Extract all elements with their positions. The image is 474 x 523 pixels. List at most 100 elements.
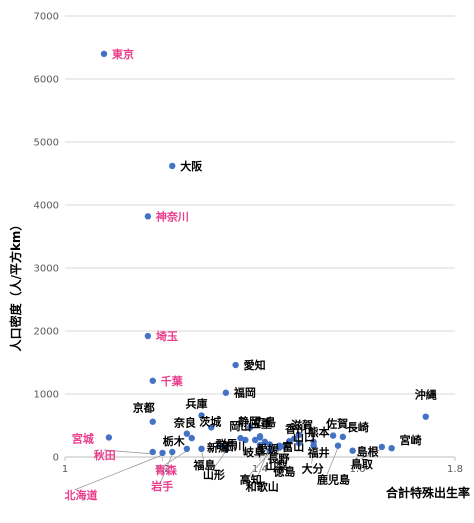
point-label: 鹿児島 bbox=[317, 473, 350, 487]
data-point bbox=[149, 377, 156, 384]
point-label: 埼玉 bbox=[156, 329, 178, 343]
leader-line bbox=[212, 451, 227, 470]
data-point bbox=[100, 50, 108, 57]
point-label: 愛知 bbox=[244, 358, 266, 372]
data-point bbox=[159, 449, 166, 457]
leader-lines bbox=[74, 446, 383, 491]
data-point bbox=[242, 436, 249, 444]
data-point bbox=[222, 446, 230, 453]
point-label: 京都 bbox=[133, 401, 155, 415]
data-point bbox=[295, 431, 303, 439]
data-point bbox=[422, 413, 429, 420]
point-label: 岡山 bbox=[229, 419, 251, 433]
x-tick-label: 1.8 bbox=[447, 464, 463, 475]
point-label: 北海道 bbox=[65, 488, 98, 502]
x-tick-label: 1 bbox=[62, 464, 68, 475]
point-label: 島根 bbox=[357, 445, 380, 459]
leader-line bbox=[311, 447, 315, 464]
point-labels: 東京大阪神奈川埼玉愛知千葉福岡兵庫 京都茨城 静岡 滋賀 奈良 三重 香川 佐賀長崎 沖縄岡山広… bbox=[65, 47, 437, 502]
data-point bbox=[149, 418, 156, 425]
data-point bbox=[188, 434, 195, 442]
leader-line bbox=[249, 452, 271, 475]
point-label: 三重 bbox=[250, 416, 272, 430]
data-point bbox=[339, 433, 347, 441]
data-point bbox=[144, 332, 152, 340]
data-point bbox=[105, 434, 113, 441]
point-label: 滋賀 bbox=[291, 418, 313, 432]
point-label: 熊本 bbox=[308, 425, 330, 439]
point-label: 新潟 bbox=[207, 441, 229, 455]
data-point bbox=[217, 442, 225, 449]
point-label: 石川 bbox=[222, 440, 245, 453]
data-point bbox=[222, 389, 230, 396]
leader-line bbox=[326, 447, 339, 475]
data-point bbox=[144, 213, 152, 220]
leader-line bbox=[160, 453, 173, 482]
point-label: 千葉 bbox=[161, 374, 184, 388]
data-point bbox=[295, 439, 303, 447]
y-tick-label: 1000 bbox=[34, 390, 59, 401]
data-point bbox=[169, 448, 176, 456]
leader-line bbox=[201, 450, 204, 460]
data-point bbox=[281, 443, 288, 450]
point-label: 宮城 bbox=[72, 431, 94, 445]
point-label: 福岡 bbox=[233, 386, 256, 400]
data-point bbox=[310, 442, 317, 449]
data-point bbox=[329, 432, 337, 439]
data-point bbox=[169, 162, 176, 170]
leader-line bbox=[360, 448, 383, 460]
point-label: 山口 bbox=[293, 430, 315, 444]
data-points bbox=[100, 50, 429, 457]
data-point bbox=[198, 412, 205, 419]
point-label: 神奈川 bbox=[156, 209, 189, 223]
data-point bbox=[261, 438, 269, 446]
leader-line bbox=[74, 454, 163, 491]
point-label: 富山 bbox=[282, 439, 304, 453]
data-point bbox=[266, 447, 273, 454]
point-label: 岩手 bbox=[150, 479, 173, 493]
point-label: 栃木 bbox=[163, 434, 186, 448]
point-label: 長崎 bbox=[347, 420, 369, 434]
data-point bbox=[266, 441, 273, 448]
point-label: 愛媛 bbox=[257, 442, 280, 456]
data-point bbox=[232, 361, 239, 369]
y-tick-label: 2000 bbox=[34, 327, 59, 338]
point-label: 宮崎 bbox=[400, 433, 422, 447]
data-point bbox=[237, 434, 244, 442]
point-label: 鳥取 bbox=[351, 457, 373, 471]
point-label: 沖縄 bbox=[415, 388, 437, 402]
data-point bbox=[247, 424, 254, 431]
data-point bbox=[256, 433, 264, 440]
x-tick-label: 1.6 bbox=[350, 464, 366, 475]
tick-labels: 0 1000 2000 3000 4000 5000 6000 7000 1 1.2 1.4 1.6 1… bbox=[34, 12, 463, 476]
y-tick-label: 4000 bbox=[34, 201, 59, 212]
leader-line bbox=[103, 449, 153, 455]
point-label: 福井 bbox=[307, 446, 330, 460]
point-label: 大阪 bbox=[180, 159, 203, 173]
data-point bbox=[334, 442, 342, 449]
data-point bbox=[208, 424, 215, 431]
point-label: 東京 bbox=[112, 47, 134, 61]
point-label: 長野 bbox=[268, 453, 290, 466]
point-label: 徳島 bbox=[272, 464, 295, 478]
point-label: 山梨 bbox=[266, 459, 289, 473]
point-label: 兵庫 bbox=[186, 396, 208, 410]
data-point bbox=[251, 436, 259, 444]
data-point bbox=[388, 444, 395, 452]
y-tick-label: 0 bbox=[53, 453, 59, 464]
y-axis-title: 人口密度（人/平方km） bbox=[8, 219, 23, 352]
point-label: 大分 bbox=[302, 462, 324, 476]
data-point bbox=[256, 441, 264, 449]
data-point bbox=[198, 445, 205, 453]
point-label: 茨城 bbox=[199, 414, 221, 428]
data-point bbox=[378, 443, 386, 451]
point-label: 奈良 bbox=[173, 416, 196, 430]
point-label: 岐阜 bbox=[243, 445, 265, 459]
data-point bbox=[349, 447, 356, 454]
point-label: 群馬 bbox=[215, 437, 238, 451]
point-label: 広島 bbox=[254, 415, 276, 429]
point-label: 福島 bbox=[193, 458, 216, 472]
data-point bbox=[276, 442, 283, 449]
